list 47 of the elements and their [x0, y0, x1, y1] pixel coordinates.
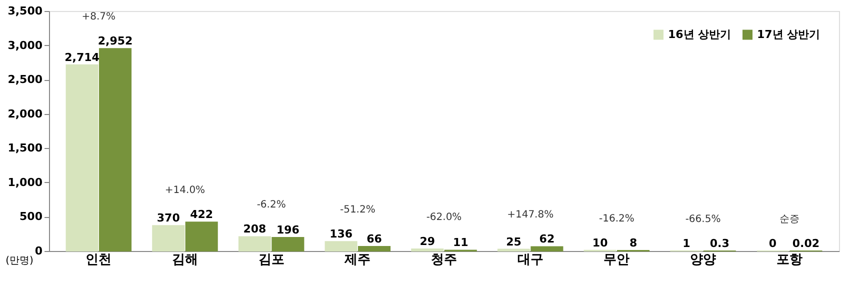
y-tick-label: 1,500	[8, 142, 43, 155]
data-label: 0.02	[792, 237, 820, 250]
legend-label: 16년 상반기	[668, 28, 732, 41]
data-label: 11	[452, 236, 468, 250]
x-tick-label: 청주	[431, 252, 457, 268]
x-tick-label: 인천	[86, 252, 112, 268]
x-tick-label: 양양	[690, 252, 716, 268]
annotation: +14.0%	[164, 185, 206, 196]
data-label: 136	[330, 228, 353, 241]
y-tick-label: 1,000	[8, 176, 43, 189]
data-label: 8	[629, 236, 638, 250]
data-label: 0.3	[710, 236, 730, 250]
data-label: 0	[768, 237, 777, 250]
annotation: +8.7%	[82, 12, 116, 23]
data-label: 1	[682, 236, 690, 250]
annotation: -66.5%	[685, 214, 721, 225]
legend-label: 17년 상반기	[757, 28, 820, 41]
y-axis-title: (만명)	[6, 256, 34, 266]
x-tick-label: 김포	[258, 252, 284, 268]
data-label: 2,714	[64, 50, 100, 64]
data-label: 208	[243, 222, 266, 236]
data-label: 2,952	[98, 34, 133, 48]
y-tick-label: 3,000	[8, 38, 43, 52]
data-label: 196	[276, 224, 300, 237]
annotation: -51.2%	[340, 204, 376, 216]
data-label: 422	[190, 208, 214, 222]
x-tick-label: 무안	[604, 252, 630, 268]
y-tick-label: 2,000	[8, 107, 43, 120]
y-tick-label: 0	[34, 244, 43, 258]
x-tick-label: 포항	[776, 252, 802, 268]
data-label: 370	[156, 212, 180, 225]
annotation: +147.8%	[507, 210, 554, 221]
data-label: 66	[366, 232, 382, 246]
annotation: -6.2%	[256, 200, 286, 211]
data-label: 29	[420, 235, 436, 248]
x-tick-label: 김해	[172, 252, 198, 268]
y-tick-label: 2,500	[8, 73, 43, 86]
data-label: 62	[539, 232, 555, 246]
data-label: 25	[506, 235, 522, 248]
y-tick-label: 500	[20, 210, 43, 224]
x-tick-label: 제주	[344, 252, 371, 268]
annotation: -16.2%	[598, 213, 634, 224]
y-tick-label: 3,500	[8, 4, 43, 18]
annotation: 순증	[779, 214, 800, 225]
annotation: -62.0%	[426, 212, 462, 224]
x-tick-label: 대구	[517, 252, 544, 268]
data-label: 10	[592, 236, 608, 250]
